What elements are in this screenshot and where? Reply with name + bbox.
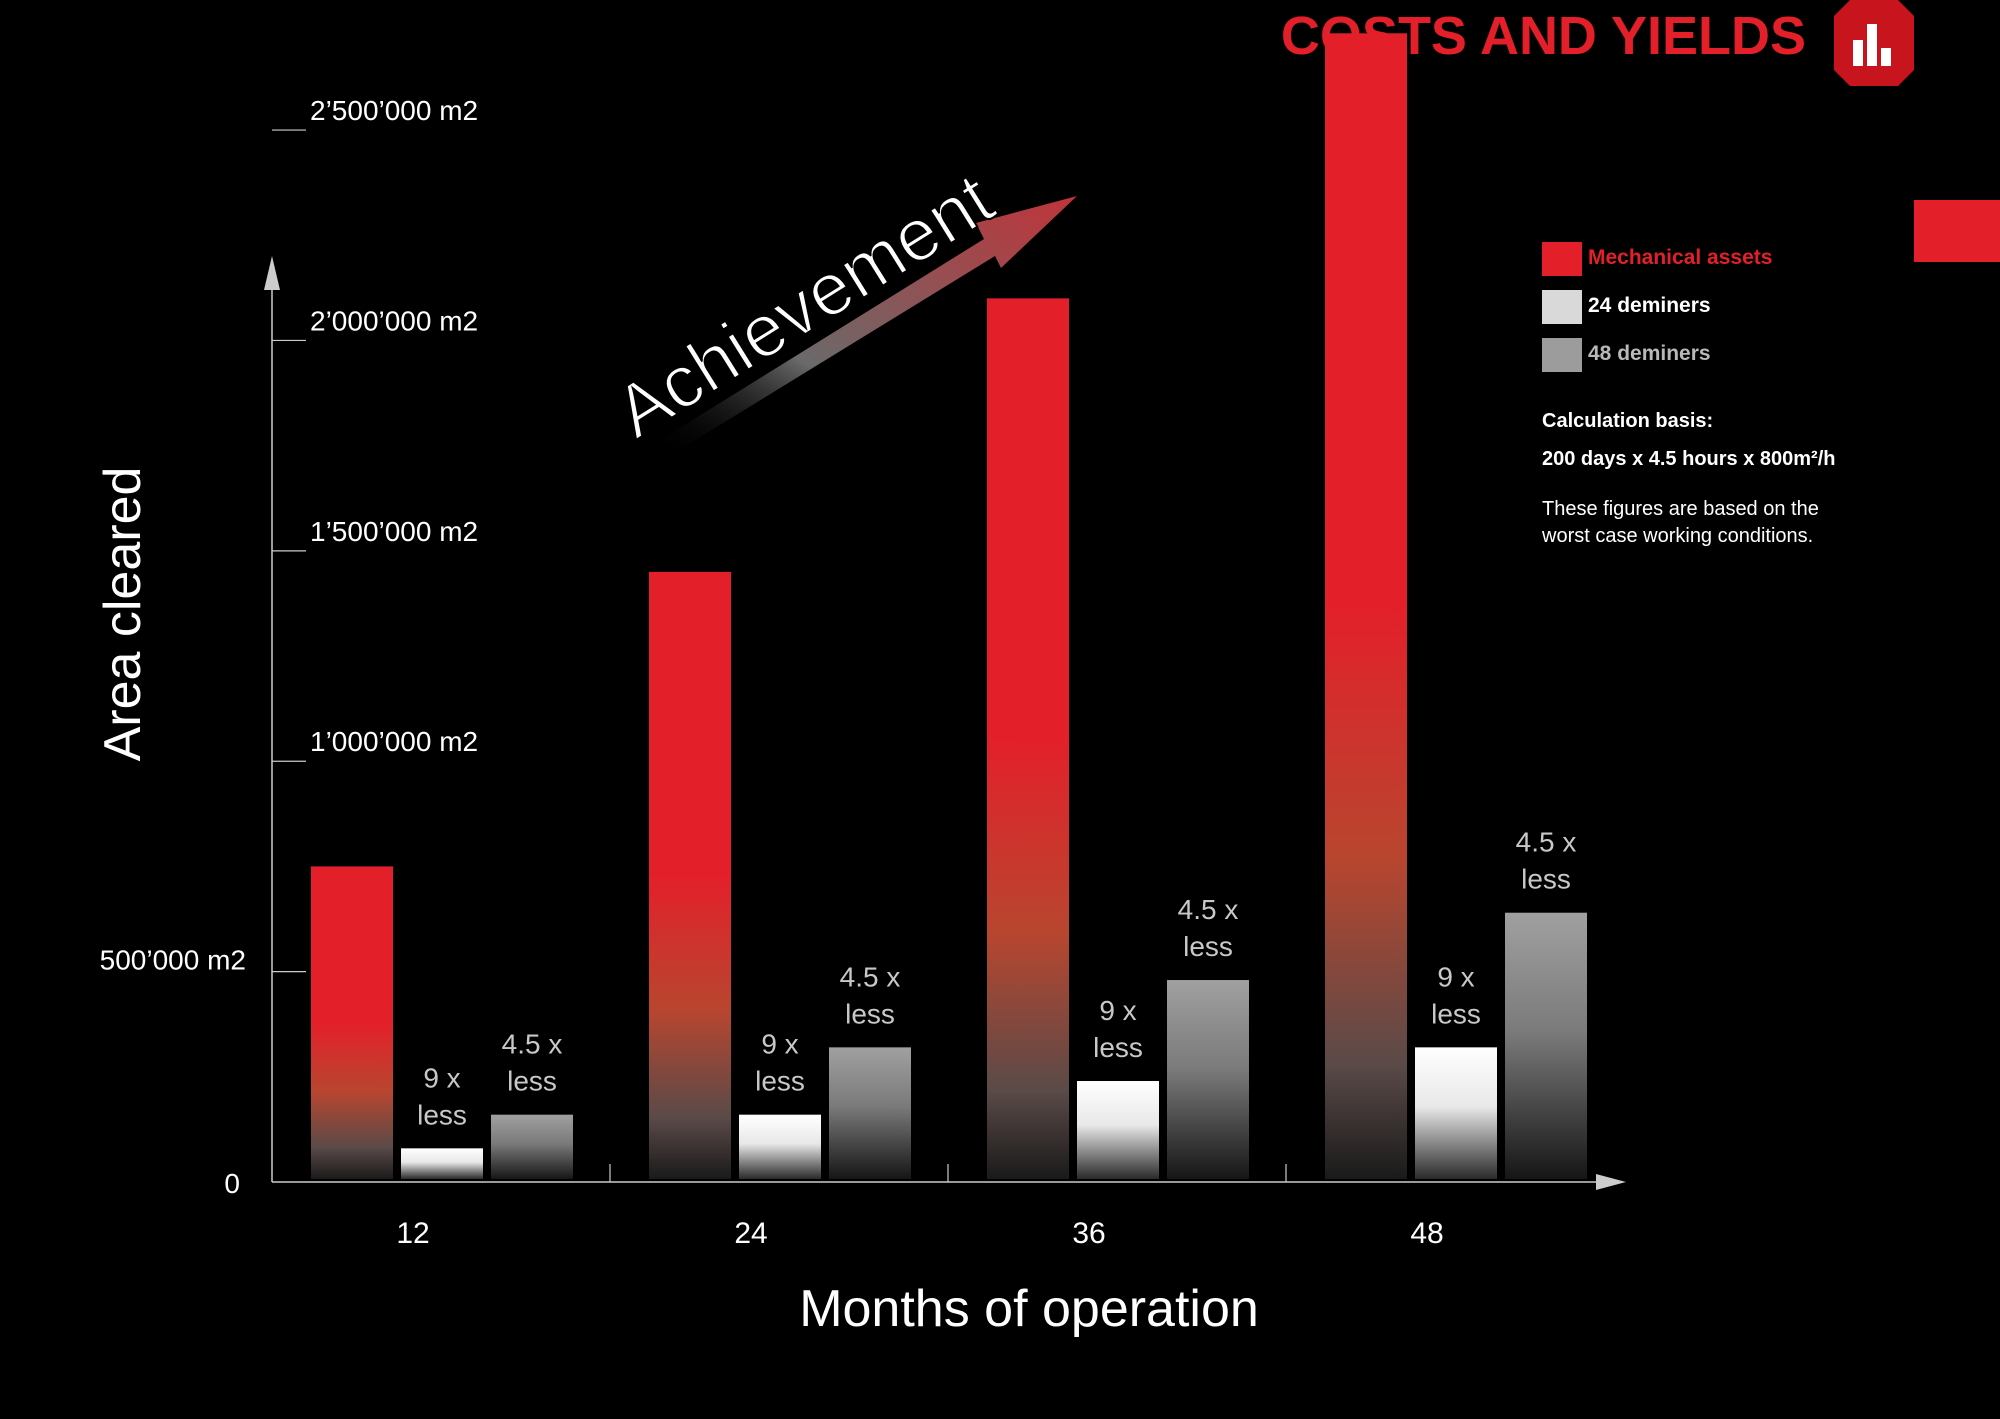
bar-annotation-24-deminers-48-line-1: less <box>1431 998 1481 1029</box>
bar-annotation-24-deminers-12-line-0: 9 x <box>423 1062 460 1093</box>
legend-swatch-48-deminers <box>1542 338 1582 372</box>
bar-24-deminers-12 <box>401 1148 483 1179</box>
bar-annotation-24-deminers-48-line-0: 9 x <box>1437 961 1474 992</box>
y-tick-label-5: 2’500’000 m2 <box>310 95 478 126</box>
bar-annotation-48-deminers-36-line-0: 4.5 x <box>1178 894 1239 925</box>
y-axis-arrow-icon <box>264 256 280 290</box>
legend-swatch-24-deminers <box>1542 290 1582 324</box>
legend: Mechanical assets 24 deminers 48 deminer… <box>1542 242 1772 372</box>
legend-label-24-deminers: 24 deminers <box>1588 294 1711 317</box>
bar-24-deminers-48 <box>1415 1047 1497 1179</box>
x-tick-label-24: 24 <box>734 1217 767 1250</box>
y-axis-title: Area cleared <box>94 467 152 762</box>
bar-mechanical-assets-36 <box>987 298 1069 1179</box>
bar-annotation-24-deminers-36-line-0: 9 x <box>1099 995 1136 1026</box>
achievement-label: Achievement <box>600 156 1007 453</box>
bar-chart-icon <box>1834 0 1914 86</box>
bar-48-deminers-24 <box>829 1047 911 1179</box>
y-tick-label-0: 0 <box>224 1168 240 1199</box>
x-ticks: 12 24 36 48 <box>396 1164 1444 1250</box>
accent-tab <box>1914 200 2000 262</box>
legend-swatch-mechanical-assets <box>1542 242 1582 276</box>
x-axis-title: Months of operation <box>799 1280 1259 1338</box>
y-tick-label-1: 500’000 m2 <box>100 945 246 976</box>
achievement-arrow-icon <box>662 196 1077 455</box>
x-tick-label-48: 48 <box>1410 1217 1443 1250</box>
bar-annotation-48-deminers-24-line-1: less <box>845 998 895 1029</box>
bar-48-deminers-12 <box>491 1114 573 1179</box>
bar-mechanical-assets-12 <box>311 866 393 1179</box>
bar-annotation-48-deminers-48-line-0: 4.5 x <box>1516 827 1577 858</box>
bar-annotation-24-deminers-12-line-1: less <box>417 1099 467 1130</box>
basis-formula: 200 days x 4.5 hours x 800m²/h <box>1542 448 1836 470</box>
bar-24-deminers-36 <box>1077 1081 1159 1179</box>
y-tick-label-2: 1’000’000 m2 <box>310 726 478 757</box>
bar-48-deminers-48 <box>1505 912 1587 1179</box>
legend-label-mechanical-assets: Mechanical assets <box>1588 246 1772 269</box>
disclaimer-line-2: worst case working conditions. <box>1541 525 1813 547</box>
calculation-notes: Calculation basis: 200 days x 4.5 hours … <box>1541 410 1836 547</box>
bar-annotation-48-deminers-12-line-0: 4.5 x <box>502 1029 563 1060</box>
basis-title: Calculation basis: <box>1542 410 1713 432</box>
x-tick-label-36: 36 <box>1072 1217 1105 1250</box>
bar-annotation-48-deminers-36-line-1: less <box>1183 931 1233 962</box>
bar-annotation-48-deminers-24-line-0: 4.5 x <box>840 961 901 992</box>
bar-mechanical-assets-24 <box>649 571 731 1179</box>
bar-annotations: 9 x less 4.5 x less 9 x less 4.5 x less 9 x less 4… <box>417 827 1576 1131</box>
x-axis-arrow-icon <box>1596 1174 1626 1190</box>
bar-annotation-24-deminers-24-line-1: less <box>755 1066 805 1097</box>
y-tick-label-3: 1’500’000 m2 <box>310 516 478 547</box>
x-tick-label-12: 12 <box>396 1217 429 1250</box>
legend-label-48-deminers: 48 deminers <box>1588 342 1711 365</box>
bar-annotation-48-deminers-48-line-1: less <box>1521 864 1571 895</box>
bar-48-deminers-36 <box>1167 980 1249 1179</box>
bar-mechanical-assets-48 <box>1325 33 1407 1179</box>
y-tick-label-4: 2’000’000 m2 <box>310 305 478 336</box>
bars <box>311 33 1587 1179</box>
y-ticks: 0 500’000 m2 1’000’000 m2 1’500’000 m2 2’000… <box>100 95 478 1199</box>
bar-24-deminers-24 <box>739 1114 821 1179</box>
bar-annotation-24-deminers-36-line-1: less <box>1093 1032 1143 1063</box>
disclaimer-line-1: These figures are based on the <box>1542 498 1819 520</box>
bar-annotation-24-deminers-24-line-0: 9 x <box>761 1029 798 1060</box>
bar-annotation-48-deminers-12-line-1: less <box>507 1066 557 1097</box>
